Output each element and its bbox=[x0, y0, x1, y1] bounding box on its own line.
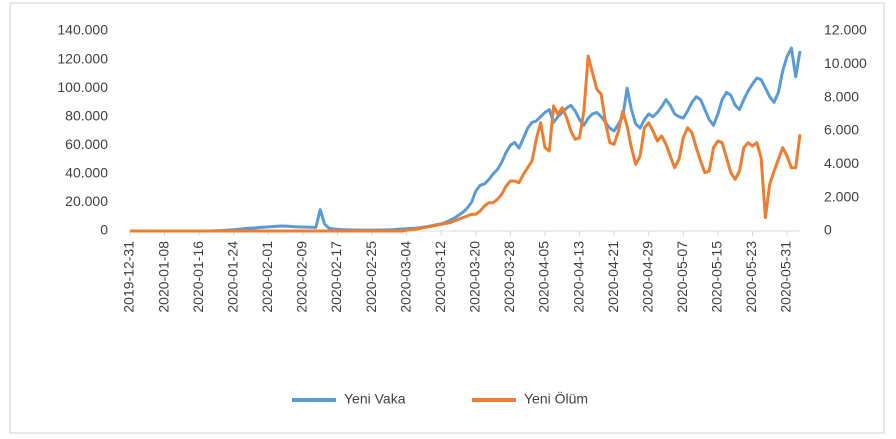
x-tick-label: 2020-03-20 bbox=[467, 241, 483, 313]
x-tick-label: 2020-04-21 bbox=[605, 241, 621, 313]
y2-tick-label: 8.000 bbox=[824, 88, 859, 104]
legend-label: Yeni Ölüm bbox=[524, 390, 588, 407]
x-tick-label: 2020-01-24 bbox=[224, 241, 240, 313]
y2-tick-label: 12.000 bbox=[824, 22, 867, 38]
y-tick-label: 40.000 bbox=[65, 165, 108, 181]
legend-label: Yeni Vaka bbox=[344, 391, 406, 407]
chart-frame bbox=[9, 2, 885, 434]
series-line bbox=[130, 46, 802, 233]
x-tick-label: 2020-02-01 bbox=[259, 241, 275, 313]
x-tick-label: 2020-01-08 bbox=[155, 241, 171, 313]
x-tick-label: 2020-02-17 bbox=[328, 241, 344, 313]
x-tick-label: 2020-03-12 bbox=[432, 241, 448, 313]
y-tick-label: 140.000 bbox=[57, 22, 108, 38]
y2-tick-label: 10.000 bbox=[824, 55, 867, 71]
x-tick-label: 2020-04-05 bbox=[536, 241, 552, 313]
x-tick-label: 2020-05-23 bbox=[743, 241, 759, 313]
x-tick-label: 2020-03-04 bbox=[397, 241, 413, 313]
y2-tick-label: 4.000 bbox=[824, 155, 859, 171]
x-tick-label: 2020-03-28 bbox=[501, 241, 517, 313]
x-tick-label: 2020-05-15 bbox=[709, 241, 725, 313]
y-tick-label: 60.000 bbox=[65, 136, 108, 152]
y-tick-label: 20.000 bbox=[65, 193, 108, 209]
x-tick-label: 2020-02-25 bbox=[363, 241, 379, 313]
y2-tick-label: 6.000 bbox=[824, 122, 859, 138]
x-tick-label: 2020-05-07 bbox=[674, 241, 690, 313]
y2-tick-label: 0 bbox=[824, 222, 832, 238]
x-tick-label: 2019-12-31 bbox=[121, 241, 137, 313]
y-tick-label: 120.000 bbox=[57, 50, 108, 66]
x-tick-label: 2020-04-29 bbox=[639, 241, 655, 313]
y-tick-label: 100.000 bbox=[57, 79, 108, 95]
series-line bbox=[130, 54, 802, 233]
x-tick-label: 2020-01-16 bbox=[190, 241, 206, 313]
y-tick-label: 80.000 bbox=[65, 107, 108, 123]
x-tick-label: 2020-05-31 bbox=[778, 241, 794, 313]
y2-tick-label: 2.000 bbox=[824, 188, 859, 204]
x-tick-label: 2020-04-13 bbox=[570, 241, 586, 313]
y-tick-label: 0 bbox=[100, 222, 108, 238]
x-tick-label: 2020-02-09 bbox=[294, 241, 310, 313]
